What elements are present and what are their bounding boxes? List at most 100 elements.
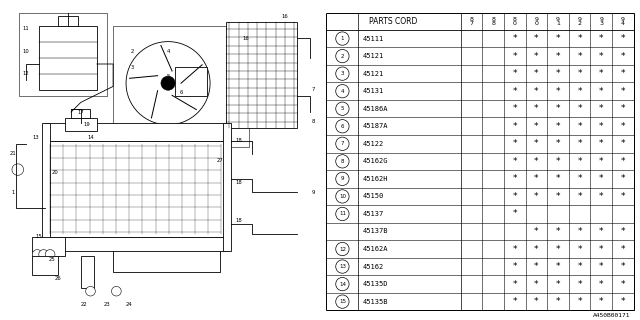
Text: 26: 26 — [55, 276, 61, 281]
Text: 8
8: 8 8 — [492, 17, 495, 26]
Text: *: * — [621, 280, 625, 289]
Text: *: * — [534, 174, 539, 183]
Text: *: * — [513, 210, 517, 219]
Text: *: * — [599, 69, 604, 78]
Text: 45122: 45122 — [362, 141, 383, 147]
Text: 9
0: 9 0 — [534, 17, 538, 26]
Text: *: * — [599, 157, 604, 166]
Text: 4: 4 — [340, 89, 344, 94]
Text: *: * — [534, 227, 539, 236]
Text: *: * — [599, 139, 604, 148]
Text: 9
4: 9 4 — [621, 17, 625, 26]
Text: *: * — [534, 192, 539, 201]
Text: 8
7: 8 7 — [470, 17, 474, 26]
Text: 15: 15 — [35, 234, 42, 239]
Text: 22: 22 — [81, 301, 88, 307]
Text: *: * — [599, 262, 604, 271]
Circle shape — [336, 137, 349, 150]
Text: *: * — [513, 262, 517, 271]
Circle shape — [86, 286, 95, 296]
Text: 15: 15 — [339, 299, 346, 304]
Text: *: * — [577, 69, 582, 78]
Circle shape — [336, 50, 349, 63]
Text: *: * — [621, 87, 625, 96]
Text: *: * — [513, 280, 517, 289]
Text: *: * — [513, 157, 517, 166]
Circle shape — [336, 102, 349, 116]
Circle shape — [336, 120, 349, 133]
Circle shape — [45, 250, 55, 259]
Text: *: * — [577, 52, 582, 60]
Text: 18: 18 — [236, 180, 243, 185]
Text: *: * — [621, 157, 625, 166]
Text: *: * — [556, 122, 560, 131]
Circle shape — [336, 67, 349, 80]
Text: *: * — [577, 227, 582, 236]
Text: *: * — [577, 87, 582, 96]
Text: *: * — [556, 192, 560, 201]
Text: *: * — [556, 52, 560, 60]
Text: 27: 27 — [216, 157, 223, 163]
Text: *: * — [577, 122, 582, 131]
Text: 45131: 45131 — [362, 88, 383, 94]
Text: *: * — [621, 34, 625, 43]
Text: *: * — [556, 87, 560, 96]
Text: *: * — [513, 87, 517, 96]
Text: *: * — [534, 297, 539, 306]
Text: *: * — [621, 69, 625, 78]
Text: *: * — [577, 280, 582, 289]
Text: 5: 5 — [340, 106, 344, 111]
Text: *: * — [577, 174, 582, 183]
Bar — [58, 16, 77, 26]
Circle shape — [32, 250, 42, 259]
Text: 7: 7 — [312, 87, 315, 92]
Bar — [45, 123, 227, 141]
Text: 16: 16 — [281, 13, 288, 19]
Text: *: * — [599, 244, 604, 253]
Text: 13: 13 — [32, 135, 39, 140]
Circle shape — [126, 42, 210, 125]
Text: *: * — [534, 139, 539, 148]
Text: 45162G: 45162G — [362, 158, 388, 164]
Text: 2: 2 — [340, 54, 344, 59]
Text: *: * — [534, 52, 539, 60]
Text: *: * — [599, 52, 604, 60]
Text: *: * — [513, 122, 517, 131]
Bar — [42, 123, 50, 251]
Text: *: * — [621, 52, 625, 60]
Text: 24: 24 — [126, 301, 132, 307]
Text: 45162A: 45162A — [362, 246, 388, 252]
Text: 18: 18 — [236, 138, 243, 143]
Text: *: * — [513, 104, 517, 113]
Text: *: * — [577, 244, 582, 253]
Text: *: * — [534, 262, 539, 271]
Text: *: * — [621, 104, 625, 113]
Text: 45121: 45121 — [362, 53, 383, 59]
Text: *: * — [556, 157, 560, 166]
Text: 16: 16 — [243, 36, 249, 41]
Text: *: * — [577, 139, 582, 148]
Text: 45162H: 45162H — [362, 176, 388, 182]
Text: 1: 1 — [12, 189, 15, 195]
Text: *: * — [621, 192, 625, 201]
Text: *: * — [534, 104, 539, 113]
Text: *: * — [513, 192, 517, 201]
Text: 14: 14 — [87, 135, 94, 140]
Text: *: * — [556, 262, 560, 271]
Text: 45121: 45121 — [362, 71, 383, 77]
Text: 7: 7 — [340, 141, 344, 146]
Bar — [32, 237, 65, 256]
Text: *: * — [534, 280, 539, 289]
Text: *: * — [556, 174, 560, 183]
Text: *: * — [534, 157, 539, 166]
Bar — [175, 67, 207, 96]
Text: *: * — [621, 262, 625, 271]
Text: 45150: 45150 — [362, 193, 383, 199]
Text: *: * — [513, 69, 517, 78]
Bar — [71, 109, 90, 118]
Text: 9: 9 — [312, 189, 315, 195]
Text: *: * — [534, 34, 539, 43]
Text: 2: 2 — [131, 49, 134, 54]
Text: *: * — [513, 297, 517, 306]
Circle shape — [111, 286, 121, 296]
